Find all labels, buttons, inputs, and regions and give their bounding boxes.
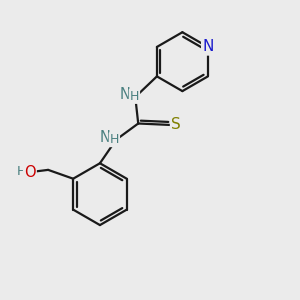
Text: N: N xyxy=(119,87,130,102)
Text: N: N xyxy=(202,39,214,54)
Text: S: S xyxy=(171,118,181,133)
Text: H: H xyxy=(17,165,27,178)
Text: N: N xyxy=(100,130,110,145)
Text: H: H xyxy=(110,133,119,146)
Text: O: O xyxy=(24,165,36,180)
Text: H: H xyxy=(130,90,139,103)
